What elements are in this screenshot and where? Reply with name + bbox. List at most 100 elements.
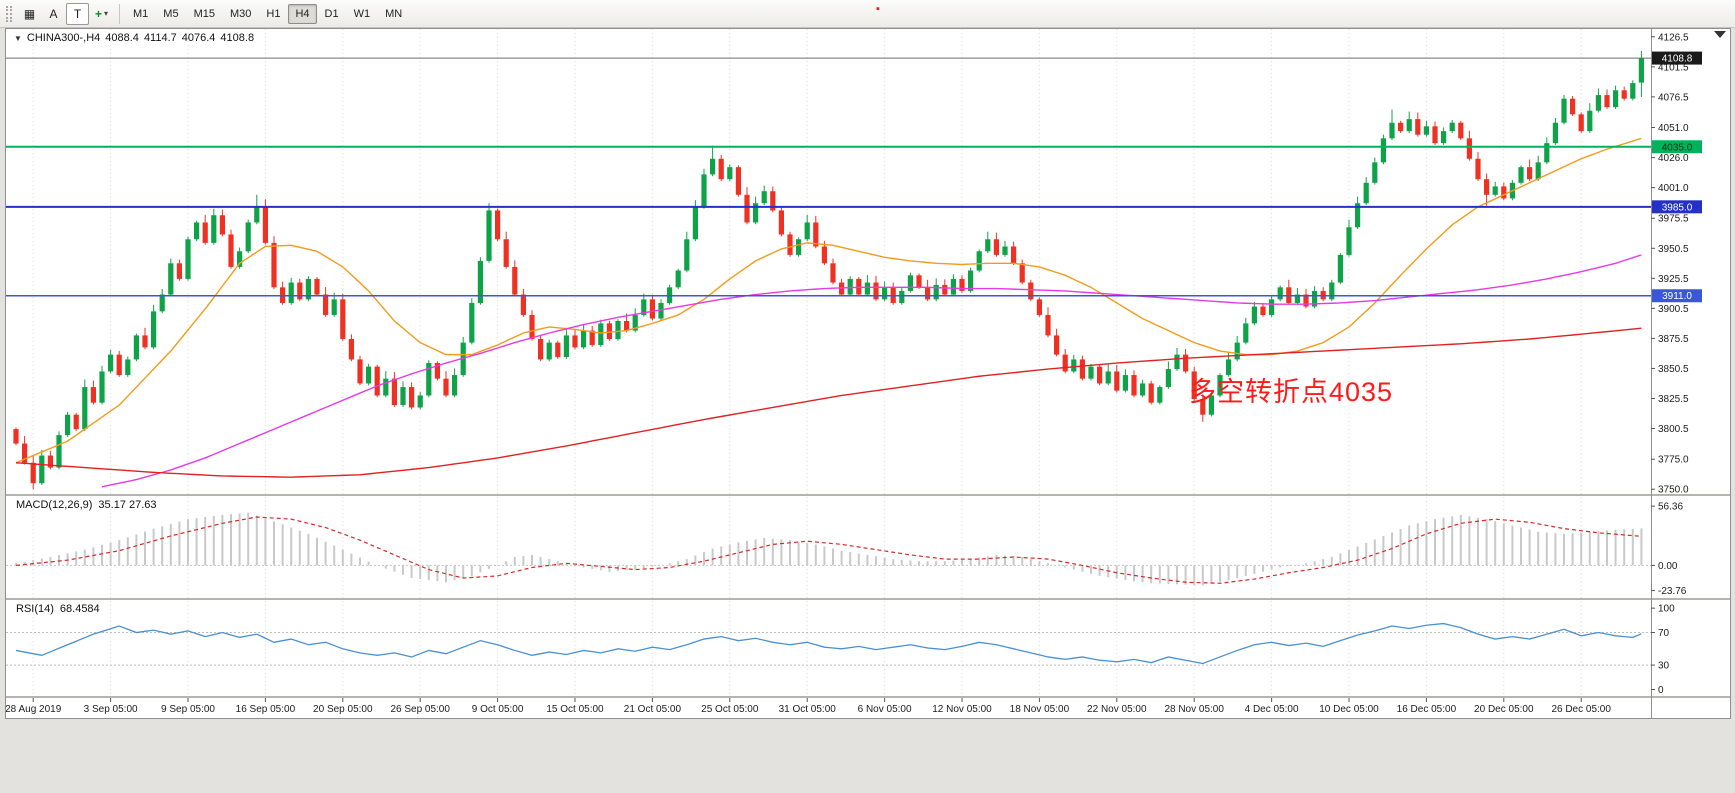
ma-red [15, 327, 1642, 478]
frame-tool-icon: T [73, 6, 82, 21]
price-axis-label: 3825.5 [1658, 394, 1689, 405]
candle-body [1002, 246, 1008, 255]
candle-body [237, 251, 243, 267]
candle-body [495, 210, 501, 240]
toolbar-separator [119, 3, 120, 24]
candle-body [1105, 371, 1111, 384]
timeframe-w1-button[interactable]: W1 [347, 4, 378, 24]
timeframe-h4-button[interactable]: H4 [288, 3, 317, 24]
alert-icon: ▪ [876, 3, 880, 15]
collapse-triangle-icon[interactable]: ▼ [14, 33, 22, 43]
candle-body [1079, 359, 1085, 379]
candle-body [1157, 387, 1163, 403]
candle-body [830, 263, 836, 283]
candle-body [30, 462, 36, 484]
candle-body [1535, 162, 1541, 180]
timeframe-m1-button[interactable]: M1 [126, 4, 155, 24]
candle-body [1251, 306, 1257, 324]
candle-body [1578, 114, 1584, 132]
candle-body [305, 278, 311, 300]
chart-grid-icon[interactable]: ▦ [18, 3, 41, 25]
candle-body [710, 158, 716, 175]
candle-body [761, 191, 767, 204]
timeframe-m15-button[interactable]: M15 [187, 4, 222, 24]
candle-body [1122, 375, 1128, 391]
text-tool-button[interactable]: A [42, 3, 65, 25]
candle-body [1294, 294, 1300, 303]
candle-body [520, 294, 526, 315]
candle-body [950, 278, 956, 295]
candle-body [108, 354, 114, 372]
candle-body [787, 234, 793, 255]
ma-magenta [101, 254, 1642, 488]
candle-body [796, 239, 802, 255]
candle-body [1054, 335, 1060, 355]
date-label: 4 Dec 05:00 [1245, 704, 1299, 715]
candle-body [1492, 186, 1498, 195]
close-value: 4108.8 [220, 32, 255, 44]
mt4-window: ▦ A T + ▾ M1 M5 M15 M30 H1 H4 D1 W1 MN ▪ … [0, 0, 1735, 719]
candle-body [1458, 122, 1464, 139]
price-tag-label: 3911.0 [1662, 291, 1692, 302]
candle-body [434, 363, 440, 379]
price-axis-label: 3925.5 [1658, 274, 1689, 285]
date-label: 3 Sep 05:00 [84, 704, 138, 715]
price-chart: 4126.5 4101.5 4076.5 4051.0 4026.0 4001.0 3975… [6, 29, 1730, 718]
candle-body [1260, 306, 1266, 315]
candle-body [1630, 83, 1636, 99]
chart-window: 4126.5 4101.5 4076.5 4051.0 4026.0 4001.0 3975… [5, 28, 1731, 719]
macd-axis-label: -23.76 [1658, 586, 1687, 597]
timeframe-h1-button[interactable]: H1 [259, 4, 287, 24]
date-label: 15 Oct 05:00 [546, 704, 604, 715]
date-label: 22 Nov 05:00 [1087, 704, 1147, 715]
price-axis-label: 3900.5 [1658, 304, 1689, 315]
candle-body [581, 330, 587, 348]
price-tag[interactable] [1652, 140, 1702, 154]
price-tag[interactable] [1652, 51, 1702, 65]
candle-body [426, 363, 432, 396]
date-label: 21 Oct 05:00 [624, 704, 682, 715]
macd-signal-line [15, 516, 1642, 584]
candle-body [65, 414, 71, 436]
price-axis-label: 3800.5 [1658, 424, 1689, 435]
pane-separator [6, 494, 1730, 496]
chart-shift-marker[interactable] [1714, 31, 1726, 38]
candle-body [1148, 383, 1154, 403]
price-axis-label: 3975.5 [1658, 214, 1689, 225]
candle-body [572, 335, 578, 348]
timeframe-mn-button[interactable]: MN [378, 4, 409, 24]
candle-body [314, 278, 320, 295]
rsi-value: 68.4584 [59, 603, 100, 615]
price-tag[interactable] [1652, 200, 1702, 214]
toolbar-grip[interactable] [6, 5, 12, 22]
candle-body [1226, 359, 1232, 376]
candle-body [538, 339, 544, 360]
date-label: 28 Nov 05:00 [1164, 704, 1224, 715]
candle-body [1243, 323, 1249, 343]
chart-header: ▼ CHINA300-,H4 4088.4 4114.7 4076.4 4108… [14, 32, 254, 44]
candle-body [985, 239, 991, 252]
price-axis-label: 4051.0 [1658, 123, 1689, 134]
date-label: 20 Dec 05:00 [1474, 704, 1534, 715]
candle-body [1441, 131, 1447, 144]
candle-body [1346, 227, 1352, 255]
open-value: 4088.4 [105, 32, 139, 44]
price-tag[interactable] [1652, 289, 1702, 303]
rsi-name: RSI(14) [16, 603, 54, 615]
macd-values: 35.17 27.63 [98, 499, 157, 511]
chart-text-annotation[interactable]: 多空转折点4035 [1189, 377, 1394, 407]
candle-body [701, 174, 707, 207]
timeframe-m30-button[interactable]: M30 [223, 4, 258, 24]
indicators-button[interactable]: + ▾ [90, 3, 113, 25]
date-label: 9 Sep 05:00 [161, 704, 215, 715]
candle-body [692, 206, 698, 240]
timeframe-m5-button[interactable]: M5 [156, 4, 185, 24]
frame-tool-button[interactable]: T [66, 2, 89, 25]
candle-body [297, 282, 303, 300]
timeframe-d1-button[interactable]: D1 [318, 4, 346, 24]
date-label: 20 Sep 05:00 [313, 704, 373, 715]
candle-body [417, 395, 423, 408]
candle-body [22, 443, 28, 463]
candle-body [366, 366, 372, 384]
candle-body [1234, 342, 1240, 360]
